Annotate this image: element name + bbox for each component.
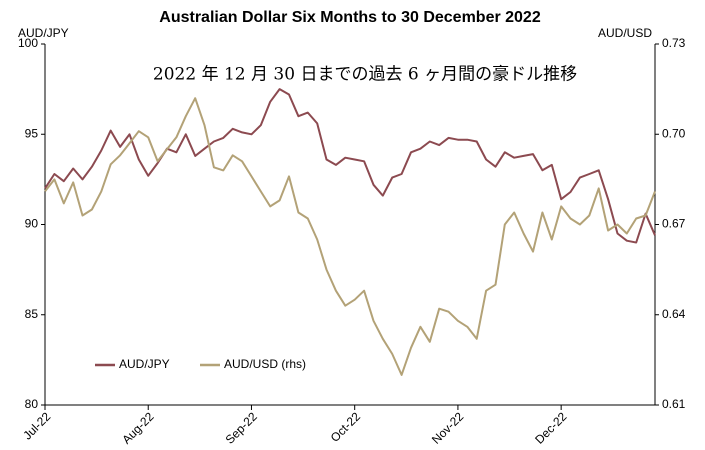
y-tick-label: 100 <box>18 36 38 50</box>
y2-tick-label: 0.64 <box>662 307 686 321</box>
y-tick-label: 90 <box>25 217 39 231</box>
subtitle-box <box>110 58 620 90</box>
legend-label: AUD/JPY <box>119 357 170 371</box>
x-tick-label: Aug-22 <box>119 409 156 446</box>
x-tick-label: Nov-22 <box>429 409 466 446</box>
y2-tick-label: 0.67 <box>662 217 686 231</box>
y2-tick-label: 0.73 <box>662 36 686 50</box>
x-tick-label: Sep-22 <box>223 409 260 446</box>
legend-label: AUD/USD (rhs) <box>224 357 306 371</box>
y2-tick-label: 0.70 <box>662 126 686 140</box>
y-tick-label: 80 <box>25 397 39 411</box>
series-line <box>44 97 656 376</box>
x-tick-label: Oct-22 <box>328 409 364 445</box>
y2-axis-label: AUD/USD <box>598 26 652 40</box>
y-axis-label: AUD/JPY <box>18 26 69 40</box>
y-tick-label: 85 <box>25 307 39 321</box>
y-tick-label: 95 <box>25 126 39 140</box>
y2-tick-label: 0.61 <box>662 397 686 411</box>
series-line <box>44 88 656 244</box>
chart-title: Australian Dollar Six Months to 30 Decem… <box>159 9 541 26</box>
chart-subtitle: 2022 年 12 月 30 日までの過去 6 ヶ月間の豪ドル推移 <box>153 64 577 85</box>
x-tick-label: Jul-22 <box>20 409 53 442</box>
x-tick-label: Dec-22 <box>532 409 569 446</box>
